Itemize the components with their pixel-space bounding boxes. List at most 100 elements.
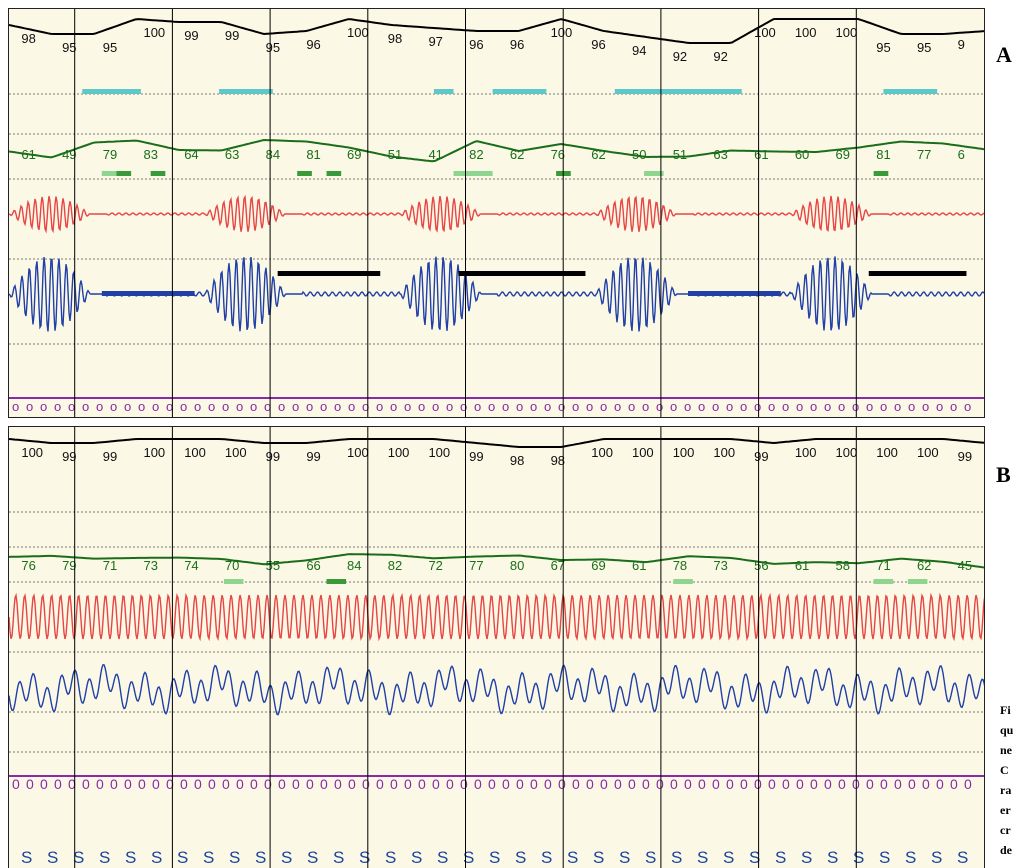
sleep-stage-mark: o	[726, 399, 733, 414]
sleep-stage-mark: o	[138, 399, 145, 414]
sleep-stage-mark: o	[362, 399, 369, 414]
apnea-event-marker	[277, 271, 381, 276]
sleep-stage-letter: S	[437, 848, 448, 867]
spo2-tick-label: 98	[510, 453, 524, 468]
sleep-stage-mark: 0	[404, 776, 412, 792]
spo2-tick-label: 100	[673, 445, 695, 460]
heart-rate-event-marker	[101, 171, 117, 176]
sleep-stage-mark: o	[684, 399, 691, 414]
sleep-stage-letter: S	[255, 848, 266, 867]
sleep-stage-mark: o	[824, 399, 831, 414]
heart-rate-event-marker	[326, 171, 342, 176]
heart-rate-tick-label: 78	[673, 558, 687, 573]
sleep-stage-mark: o	[26, 399, 33, 414]
sleep-stage-mark: 0	[96, 776, 104, 792]
sleep-stage-letter: S	[359, 848, 370, 867]
sleep-stage-mark: 0	[768, 776, 776, 792]
heart-rate-tick-label: 61	[754, 147, 768, 162]
heart-rate-tick-label: 72	[428, 558, 442, 573]
sleep-stage-mark: o	[950, 399, 957, 414]
sleep-stage-mark: o	[712, 399, 719, 414]
spo2-tick-label: 100	[347, 445, 369, 460]
sleep-stage-mark: o	[642, 399, 649, 414]
sleep-stage-mark: 0	[474, 776, 482, 792]
sleep-stage-mark: 0	[684, 776, 692, 792]
sleep-stage-mark: 0	[544, 776, 552, 792]
heart-rate-tick-label: 41	[428, 147, 442, 162]
caption-fragment: qu	[1000, 723, 1013, 737]
sleep-stage-letter: S	[749, 848, 760, 867]
sleep-stage-letter: S	[463, 848, 474, 867]
sleep-stage-mark: o	[166, 399, 173, 414]
heart-rate-tick-label: 62	[591, 147, 605, 162]
spo2-tick-label: 92	[673, 49, 687, 64]
spo2-tick-label: 96	[306, 37, 320, 52]
spo2-tick-label: 95	[266, 40, 280, 55]
sleep-stage-mark: o	[530, 399, 537, 414]
sleep-stage-letter: S	[801, 848, 812, 867]
spo2-tick-label: 96	[510, 37, 524, 52]
spo2-tick-label: 100	[632, 445, 654, 460]
airflow-waveform	[9, 664, 984, 716]
apnea-event-marker	[868, 271, 967, 276]
sleep-stage-mark: o	[656, 399, 663, 414]
heart-rate-event-marker	[150, 171, 166, 176]
sleep-stage-mark: 0	[390, 776, 398, 792]
thoracic-effort-waveform	[9, 592, 984, 642]
sleep-stage-letter: S	[125, 848, 136, 867]
sleep-stage-mark: o	[264, 399, 271, 414]
spo2-tick-label: 95	[103, 40, 117, 55]
sleep-stage-mark: 0	[194, 776, 202, 792]
sleep-stage-mark: o	[152, 399, 159, 414]
heart-rate-tick-label: 81	[876, 147, 890, 162]
sleep-stage-mark: o	[306, 399, 313, 414]
caption-fragment: de	[1000, 843, 1012, 857]
panel-b-label: B	[996, 462, 1011, 487]
spo2-tick-label: 94	[632, 43, 646, 58]
heart-rate-tick-label: 79	[103, 147, 117, 162]
sleep-stage-letter: S	[645, 848, 656, 867]
spo2-tick-label: 99	[62, 449, 76, 464]
sleep-stage-mark: o	[222, 399, 229, 414]
sleep-stage-mark: 0	[586, 776, 594, 792]
sleep-stage-mark: 0	[880, 776, 888, 792]
spo2-tick-label: 99	[225, 28, 239, 43]
sleep-stage-mark: o	[908, 399, 915, 414]
spo2-tick-label: 98	[551, 453, 565, 468]
sleep-stage-mark: o	[572, 399, 579, 414]
sleep-stage-mark: 0	[558, 776, 566, 792]
sleep-stage-mark: o	[432, 399, 439, 414]
spo2-tick-label: 99	[754, 449, 768, 464]
sleep-stage-mark: o	[880, 399, 887, 414]
sleep-stage-letter: S	[593, 848, 604, 867]
sleep-stage-letter: S	[957, 848, 968, 867]
sleep-stage-mark: 0	[236, 776, 244, 792]
spo2-tick-label: 99	[958, 449, 972, 464]
heart-rate-tick-label: 51	[673, 147, 687, 162]
sleep-stage-mark: 0	[138, 776, 146, 792]
heart-rate-tick-label: 81	[306, 147, 320, 162]
sleep-stage-mark: 0	[530, 776, 538, 792]
spo2-tick-label: 100	[388, 445, 410, 460]
sleep-stage-mark: o	[936, 399, 943, 414]
sleep-stage-mark: 0	[656, 776, 664, 792]
sleep-stage-mark: 0	[40, 776, 48, 792]
heart-rate-series-line	[9, 553, 984, 569]
heart-rate-tick-label: 63	[713, 147, 727, 162]
sleep-stage-mark: o	[796, 399, 803, 414]
spo2-tick-label: 100	[21, 445, 43, 460]
sleep-stage-letter: S	[229, 848, 240, 867]
heart-rate-event-marker	[116, 171, 132, 176]
sleep-stage-letter: S	[827, 848, 838, 867]
sleep-stage-mark: o	[250, 399, 257, 414]
sleep-stage-mark: 0	[866, 776, 874, 792]
caption-fragment: Fi	[1000, 703, 1011, 717]
heart-rate-series-line	[9, 138, 984, 163]
sleep-stage-mark: o	[502, 399, 509, 414]
spo2-tick-label: 9	[958, 37, 965, 52]
spo2-tick-label: 92	[713, 49, 727, 64]
sleep-stage-mark: 0	[12, 776, 20, 792]
heart-rate-tick-label: 60	[795, 147, 809, 162]
sleep-stage-mark: 0	[964, 776, 972, 792]
